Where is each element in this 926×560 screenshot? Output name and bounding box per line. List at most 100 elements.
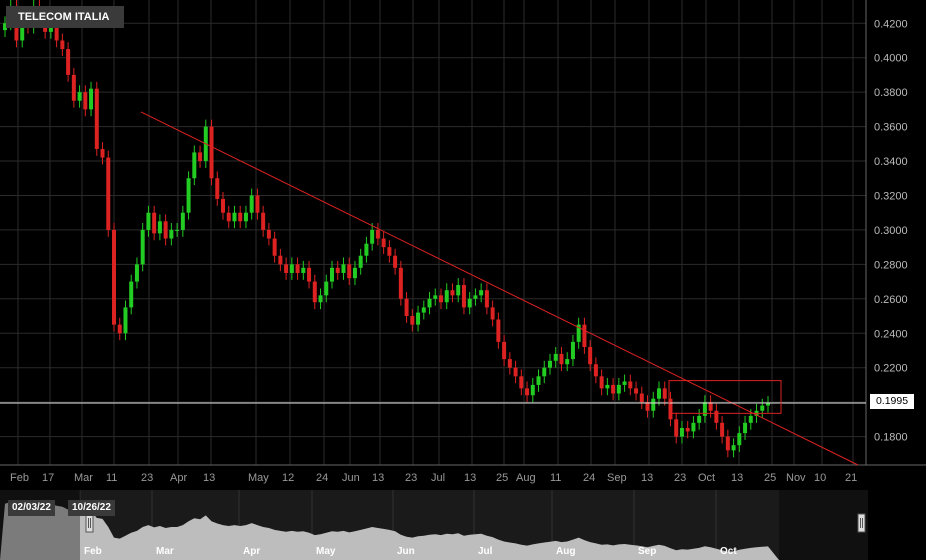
- x-tick-label: 10: [814, 472, 826, 484]
- y-tick-label: 0.2200: [874, 363, 908, 375]
- y-tick-label: 0.3600: [874, 122, 908, 134]
- navigator-area: [0, 501, 779, 560]
- price-chart[interactable]: 0.18000.20000.22000.24000.26000.28000.30…: [0, 0, 926, 490]
- candle-body: [479, 290, 484, 296]
- candle-body: [691, 422, 696, 432]
- candle-body: [221, 198, 225, 213]
- candle-body: [54, 23, 59, 41]
- candle-body: [60, 40, 65, 50]
- candle-body: [146, 212, 151, 230]
- nav-month-label: Sep: [638, 546, 656, 557]
- nav-month-label: Jun: [397, 546, 415, 557]
- candle-body: [496, 319, 501, 342]
- x-tick-label: Nov: [786, 472, 806, 484]
- candle-body: [536, 376, 541, 385]
- candle-body: [77, 92, 82, 101]
- nav-month-label: Aug: [556, 546, 575, 557]
- y-tick-label: 0.1800: [874, 432, 908, 444]
- x-tick-label: 23: [405, 472, 417, 484]
- nav-month-label: May: [316, 546, 336, 557]
- y-tick-label: 0.3000: [874, 225, 908, 237]
- candle-body: [461, 285, 466, 308]
- candle-body: [444, 290, 449, 303]
- navigator-start-date: 02/03/22: [8, 500, 55, 516]
- candle-body: [553, 353, 558, 361]
- candle-body: [697, 415, 702, 423]
- candle-body: [100, 148, 105, 158]
- candle-body: [542, 367, 547, 377]
- navigator-right-handle[interactable]: [857, 513, 866, 533]
- x-tick-label: 17: [42, 472, 54, 484]
- candle-body: [639, 393, 644, 403]
- x-tick-label: 12: [282, 472, 294, 484]
- candle-body: [324, 281, 329, 296]
- candle-body: [375, 229, 380, 239]
- candle-body: [266, 229, 271, 239]
- candle-body: [519, 376, 524, 389]
- candle-body: [714, 410, 719, 423]
- candle-body: [215, 178, 220, 199]
- candle-body: [152, 212, 157, 234]
- candle-body: [198, 152, 203, 162]
- candle-body: [83, 92, 88, 110]
- x-tick-label: 24: [583, 472, 595, 484]
- candle-body: [743, 422, 748, 434]
- candle-body: [272, 238, 277, 256]
- nav-month-label: Mar: [156, 546, 174, 557]
- candle-body: [484, 290, 489, 308]
- candle-body: [393, 255, 398, 268]
- candle-body: [576, 324, 581, 342]
- chart-title: TELECOM ITALIA: [6, 6, 124, 28]
- candle-body: [720, 422, 725, 437]
- candle-body: [662, 388, 667, 399]
- candle-body: [450, 290, 455, 296]
- candle-body: [330, 267, 334, 282]
- candle-body: [123, 307, 128, 334]
- candle-body: [685, 427, 690, 432]
- candle-body: [421, 307, 426, 313]
- candle-body: [593, 364, 598, 377]
- candle-body: [106, 157, 111, 230]
- candle-body: [433, 295, 438, 299]
- candle-body: [175, 229, 180, 231]
- candle-body: [261, 212, 266, 230]
- candle-body: [530, 384, 535, 396]
- candle-body: [157, 221, 162, 234]
- candle-body: [737, 433, 742, 446]
- candle-body: [702, 402, 707, 416]
- x-tick-label: 13: [372, 472, 384, 484]
- x-tick-label: 13: [731, 472, 743, 484]
- x-tick-label: Sep: [607, 472, 627, 484]
- candle-body: [3, 23, 7, 31]
- candle-body: [490, 307, 495, 320]
- candle-body: [467, 298, 472, 308]
- candle-body: [559, 353, 564, 365]
- highlight-box: [668, 380, 782, 414]
- x-tick-label: Jul: [431, 472, 445, 484]
- candle-body: [209, 126, 214, 179]
- candle-body: [427, 298, 432, 308]
- candle-body: [307, 267, 312, 282]
- nav-month-label: Jul: [478, 546, 493, 557]
- candle-body: [668, 398, 673, 420]
- x-tick-label: Aug: [516, 472, 536, 484]
- x-tick-label: 23: [141, 472, 153, 484]
- candle-body: [89, 88, 94, 110]
- navigator-left-handle[interactable]: [85, 513, 94, 533]
- candle-body: [163, 221, 168, 239]
- y-tick-label: 0.4000: [874, 53, 908, 65]
- y-tick-label: 0.2800: [874, 259, 908, 271]
- x-tick-label: 24: [316, 472, 328, 484]
- candle-body: [347, 264, 352, 279]
- navigator-end-date: 10/26/22: [68, 500, 115, 516]
- candle-body: [674, 419, 679, 437]
- navigator[interactable]: Feb Mar Apr May Jun Jul Aug Sep Oct: [0, 490, 926, 560]
- candle-body: [439, 295, 443, 303]
- candle-body: [112, 229, 116, 325]
- candle-body: [513, 367, 518, 377]
- x-tick-label: Feb: [10, 472, 29, 484]
- candle-body: [708, 402, 713, 411]
- candle-body: [284, 264, 289, 273]
- candle-body: [318, 295, 323, 303]
- candle-body: [232, 212, 237, 222]
